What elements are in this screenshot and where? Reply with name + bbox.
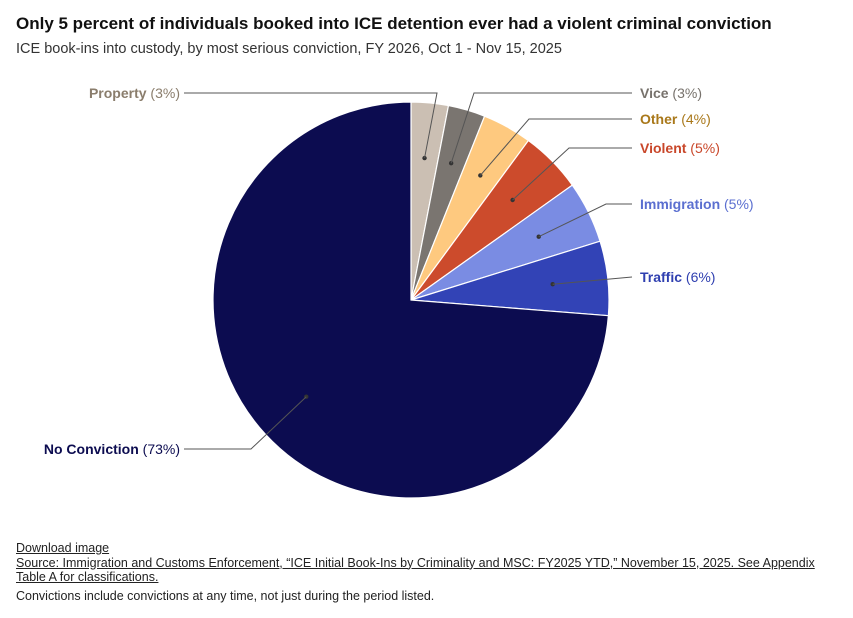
slice-name-violent: Violent [640,140,687,156]
leader-line-vice [450,92,632,164]
leader-line-violent [512,147,632,201]
slice-name-traffic: Traffic [640,269,682,285]
leader-line-other [479,118,632,176]
source-link[interactable]: Source: Immigration and Customs Enforcem… [16,555,815,585]
leader-line-property [184,92,438,159]
slice-value-other: (4%) [677,111,710,127]
slice-label-traffic: Traffic (6%) [640,269,715,285]
slice-value-no-conviction: (73%) [139,441,180,457]
chart-subtitle: ICE book-ins into custody, by most serio… [16,41,562,57]
leader-line-traffic [552,276,633,285]
leader-dot-vice [448,161,454,166]
slice-value-immigration: (5%) [720,196,753,212]
chart-footer: Download image Source: Immigration and C… [16,541,816,603]
slice-value-vice: (3%) [669,85,702,101]
slice-value-traffic: (6%) [682,269,715,285]
slice-name-other: Other [640,111,678,127]
slice-label-violent: Violent (5%) [640,140,720,156]
footnote: Convictions include convictions at any t… [16,588,435,603]
leader-line-immigration [538,203,632,238]
slice-name-no-conviction: No Conviction [44,441,139,457]
slice-label-other: Other (4%) [640,111,711,127]
slice-name-property: Property [89,85,147,101]
slice-label-immigration: Immigration (5%) [640,196,754,212]
pie-slice-no-conviction [212,101,610,499]
leader-line-no-conviction [184,396,307,450]
download-image-link[interactable]: Download image [16,541,110,555]
pie-chart: Property (3%) Vice (3%)Other (4%)Violent … [44,85,754,499]
slice-value-violent: (5%) [686,140,719,156]
slice-value-property: (3%) [147,85,180,101]
slice-label-vice: Vice (3%) [640,85,702,101]
chart-title: Only 5 percent of individuals booked int… [16,14,772,33]
slice-label-property: Property (3%) [89,85,180,101]
slice-name-immigration: Immigration [640,196,720,212]
slice-label-no-conviction: No Conviction (73%) [44,441,180,457]
slice-name-vice: Vice [640,85,669,101]
